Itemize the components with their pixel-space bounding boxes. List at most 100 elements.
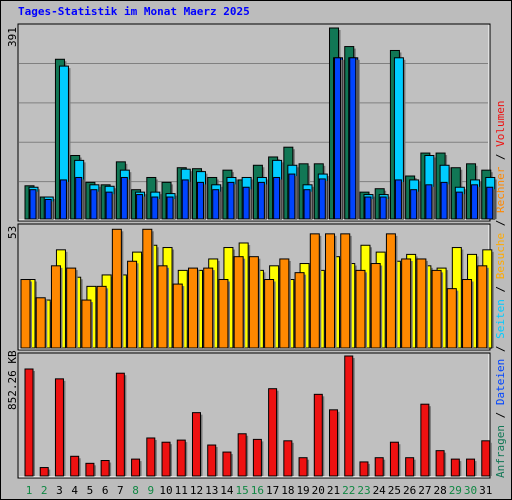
day-label: 2 — [41, 484, 48, 497]
seiten-bar — [59, 179, 67, 220]
seiten-bar — [105, 191, 113, 220]
volumen-bar — [313, 393, 323, 477]
rechner-bar — [127, 260, 138, 349]
day-label: 15 — [236, 484, 249, 497]
rechner-bar — [157, 265, 168, 349]
rechner-bar — [294, 272, 305, 349]
day-label: 14 — [220, 484, 234, 497]
day-label: 24 — [373, 484, 387, 497]
rechner-bar — [370, 263, 381, 349]
rechner-bar — [340, 233, 351, 349]
volumen-bar — [252, 438, 262, 477]
seiten-bar — [303, 189, 311, 220]
volumen-bar — [344, 355, 354, 477]
volumen-bar — [131, 458, 141, 477]
volumen-bar — [161, 441, 171, 477]
seiten-bar — [29, 189, 37, 220]
seiten-bar — [334, 57, 342, 220]
rechner-bar — [279, 258, 290, 349]
volumen-bar — [100, 460, 110, 477]
seiten-bar — [120, 176, 128, 220]
day-label: 29 — [449, 484, 462, 497]
seiten-bar — [75, 176, 83, 220]
seiten-bar — [364, 196, 372, 220]
rechner-bar — [111, 228, 122, 349]
rechner-bar — [309, 233, 320, 349]
seiten-bar — [44, 198, 52, 220]
seiten-bar — [151, 196, 159, 220]
seiten-bar — [471, 184, 479, 220]
day-label: 4 — [71, 484, 78, 497]
volumen-bar — [115, 372, 125, 477]
volumen-bar — [450, 458, 460, 477]
rechner-bar — [446, 288, 457, 349]
rechner-bar — [462, 279, 473, 349]
rechner-bar — [96, 285, 107, 349]
seiten-bar — [349, 57, 357, 220]
seiten-bar — [273, 176, 281, 220]
day-label: 20 — [312, 484, 325, 497]
volumen-bar — [176, 439, 186, 477]
day-label: 26 — [403, 484, 416, 497]
seiten-bar — [410, 189, 418, 220]
day-label: 19 — [296, 484, 309, 497]
rechner-bar — [401, 258, 412, 349]
volumen-bar — [405, 457, 415, 477]
seiten-bar — [196, 181, 204, 220]
day-label: 31 — [479, 484, 492, 497]
day-label: 27 — [418, 484, 431, 497]
chart-title: Tages-Statistik im Monat Maerz 2025 — [18, 5, 250, 18]
rechner-bar — [20, 279, 31, 349]
volumen-bar — [466, 458, 476, 477]
rechner-bar — [187, 267, 198, 349]
seiten-bar — [242, 186, 250, 220]
volumen-bar — [420, 403, 430, 477]
day-label: 6 — [102, 484, 109, 497]
seiten-bar — [425, 184, 433, 220]
rechner-bar — [142, 228, 153, 349]
day-label: 25 — [388, 484, 401, 497]
seiten-bar — [288, 173, 296, 220]
seiten-bar — [318, 178, 326, 220]
volumen-bar — [24, 368, 34, 477]
seiten-bar — [455, 191, 463, 220]
rechner-bar — [248, 256, 259, 349]
day-label: 8 — [132, 484, 139, 497]
volumen-bar — [222, 451, 232, 477]
volumen-bar — [389, 441, 399, 477]
day-label: 3 — [56, 484, 63, 497]
rechner-bar — [81, 299, 92, 349]
rechner-bar — [172, 283, 183, 349]
rechner-bar — [264, 279, 275, 349]
seiten-bar — [166, 196, 174, 220]
volumen-bar — [435, 450, 445, 477]
day-label: 10 — [159, 484, 172, 497]
volumen-bar — [359, 461, 369, 477]
day-label: 1 — [26, 484, 33, 497]
volumen-bar — [146, 437, 156, 477]
day-label: 7 — [117, 484, 124, 497]
seiten-bar — [227, 181, 235, 220]
rechner-bar — [218, 279, 229, 349]
day-label: 22 — [342, 484, 355, 497]
volumen-bar — [283, 440, 293, 477]
seiten-bar — [379, 196, 387, 220]
volumen-bar — [481, 440, 491, 477]
rechner-bar — [50, 265, 61, 349]
seiten-bar — [486, 186, 494, 220]
rechner-bar — [385, 233, 396, 349]
rechner-bar — [325, 233, 336, 349]
volumen-bar — [237, 433, 247, 477]
volumen-bar — [268, 388, 278, 477]
volumen-bar — [85, 462, 95, 477]
rechner-bar — [35, 297, 46, 349]
rechner-bar — [416, 258, 427, 349]
day-label: 16 — [251, 484, 264, 497]
day-label: 11 — [175, 484, 188, 497]
volumen-bar — [298, 457, 308, 477]
rechner-bar — [477, 265, 488, 349]
seiten-bar — [440, 181, 448, 220]
day-label: 12 — [190, 484, 203, 497]
rechner-bar — [203, 267, 214, 349]
